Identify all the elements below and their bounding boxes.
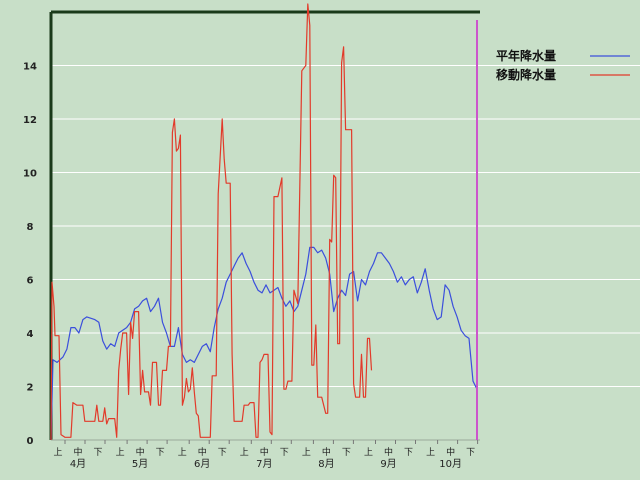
x-phase-label: 上 [240,447,249,458]
y-tick-labels: 0 2 4 6 8 10 12 14 [23,62,37,448]
x-phase-label: 中 [73,446,82,458]
x-phase-label: 中 [260,446,269,458]
y-tick-label: 10 [23,169,37,180]
x-phase-label: 下 [156,448,165,458]
x-month-label: 7月 [256,458,272,470]
x-month-label: 5月 [132,458,148,470]
x-phase-label: 上 [426,447,435,458]
series-lines [50,3,478,441]
x-phase-label: 下 [342,448,351,458]
x-phase-label: 中 [446,446,455,458]
x-phase-label: 中 [322,446,331,458]
x-phase-label: 上 [364,447,373,458]
series-line [50,246,478,441]
x-phase-label: 中 [198,446,207,458]
x-phase-label: 下 [218,448,227,458]
x-phase-label: 上 [302,447,311,458]
x-phase-label: 下 [404,448,413,458]
x-month-label: 6月 [194,458,210,470]
x-month-label: 4月 [70,458,86,470]
legend-label: 移動降水量 [496,67,556,82]
y-tick-label: 8 [27,222,34,233]
y-tick-label: 0 [27,436,34,447]
x-phase-label: 上 [53,447,62,458]
x-phase-label: 下 [466,448,475,458]
legend-label: 平年降水量 [496,48,556,63]
x-phase-label: 上 [116,447,125,458]
x-tick-labels: 上中下4月上中下5月上中下6月上中下7月上中下8月上中下9月上中下10月 [53,440,479,470]
x-phase-label: 上 [178,447,187,458]
x-month-label: 8月 [318,458,334,470]
y-tick-label: 12 [23,115,37,126]
x-month-label: 10月 [439,458,462,470]
y-tick-label: 4 [27,329,34,340]
x-phase-label: 中 [384,446,393,458]
series-line [50,3,373,441]
y-tick-label: 14 [23,62,37,73]
x-phase-label: 下 [93,448,102,458]
x-phase-label: 下 [280,448,289,458]
x-month-label: 9月 [380,458,396,470]
y-tick-label: 6 [27,276,34,287]
y-tick-label: 2 [27,383,34,394]
x-phase-label: 中 [136,446,145,458]
